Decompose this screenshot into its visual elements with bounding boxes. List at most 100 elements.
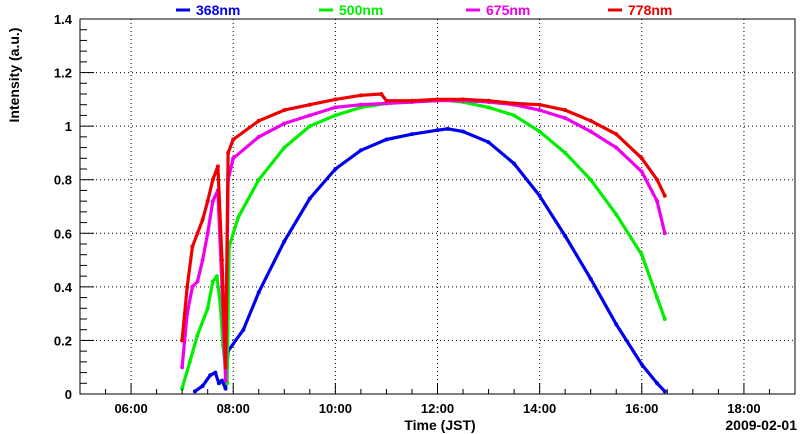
series-368nm xyxy=(192,126,667,394)
data-point-675nm-29 xyxy=(662,231,667,236)
data-point-368nm-22 xyxy=(563,233,568,238)
data-point-500nm-25 xyxy=(614,212,619,217)
data-point-778nm-25 xyxy=(563,108,568,113)
data-point-675nm-27 xyxy=(639,169,644,174)
data-point-778nm-23 xyxy=(512,101,517,106)
data-point-675nm-14 xyxy=(307,113,312,118)
data-point-778nm-0 xyxy=(180,338,185,343)
data-point-778nm-19 xyxy=(409,98,414,103)
data-point-500nm-13 xyxy=(307,124,312,129)
data-point-778nm-2 xyxy=(190,244,195,249)
data-point-675nm-28 xyxy=(655,199,660,204)
data-point-368nm-14 xyxy=(384,137,389,142)
data-point-368nm-0 xyxy=(192,389,197,394)
data-point-500nm-0 xyxy=(180,386,185,391)
x-axis-title: Time (JST) xyxy=(404,417,475,433)
data-point-675nm-4 xyxy=(200,258,205,263)
data-point-368nm-15 xyxy=(409,132,414,137)
data-point-500nm-21 xyxy=(512,113,517,118)
data-point-778nm-3 xyxy=(195,231,200,236)
data-point-778nm-10 xyxy=(226,150,231,155)
data-point-675nm-6 xyxy=(210,199,215,204)
data-point-778nm-7 xyxy=(215,164,220,169)
y-tick-label-6: 1.2 xyxy=(54,66,72,81)
data-point-778nm-16 xyxy=(358,93,363,98)
data-point-778nm-29 xyxy=(655,177,660,182)
data-point-778nm-18 xyxy=(384,98,389,103)
data-point-368nm-26 xyxy=(655,381,660,386)
series-778nm xyxy=(180,92,667,370)
data-point-368nm-13 xyxy=(358,148,363,153)
data-point-778nm-14 xyxy=(307,102,312,107)
tick-labels: 06:00 08:00 10:00 12:00 14:00 16:00 18:00 0 0.2 0… xyxy=(54,12,761,416)
y-tick-label-7: 1.4 xyxy=(54,12,73,27)
y-tick-label-5: 1 xyxy=(65,119,72,134)
data-point-368nm-17 xyxy=(445,126,450,131)
data-point-778nm-12 xyxy=(256,118,261,123)
y-tick-label-1: 0.2 xyxy=(54,333,72,348)
series-500nm xyxy=(180,97,667,391)
data-point-500nm-2 xyxy=(195,333,200,338)
data-point-368nm-6 xyxy=(223,386,228,391)
data-point-368nm-4 xyxy=(216,381,221,386)
data-point-675nm-15 xyxy=(333,105,338,110)
data-point-500nm-12 xyxy=(282,145,287,150)
x-tick-label-0: 06:00 xyxy=(114,401,147,416)
data-point-675nm-13 xyxy=(282,121,287,126)
data-point-675nm-24 xyxy=(563,116,568,121)
x-tick-label-2: 10:00 xyxy=(319,401,352,416)
data-point-368nm-20 xyxy=(512,161,517,166)
data-point-368nm-10 xyxy=(282,239,287,244)
data-point-675nm-3 xyxy=(195,279,200,284)
series-675nm xyxy=(180,98,667,383)
series-line-500nm xyxy=(180,97,667,391)
data-point-778nm-27 xyxy=(614,132,619,137)
x-tick-label-6: 18:00 xyxy=(727,401,760,416)
legend-label-675nm: 675nm xyxy=(486,2,530,18)
x-tick-label-4: 14:00 xyxy=(523,401,556,416)
data-point-778nm-28 xyxy=(639,156,644,161)
legend-label-778nm: 778nm xyxy=(628,2,672,18)
series-line-778nm xyxy=(180,92,667,369)
series-line-368nm xyxy=(193,127,667,393)
legend-label-500nm: 500nm xyxy=(339,2,383,18)
data-point-368nm-12 xyxy=(333,167,338,171)
data-point-778nm-8 xyxy=(219,258,224,263)
data-point-778nm-17 xyxy=(379,92,384,96)
y-tick-label-3: 0.6 xyxy=(54,226,72,241)
data-point-675nm-2 xyxy=(190,284,195,289)
data-point-778nm-30 xyxy=(662,193,667,198)
data-point-368nm-19 xyxy=(486,140,491,145)
date-label: 2009-02-01 xyxy=(725,417,797,433)
data-point-778nm-22 xyxy=(486,98,491,103)
y-tick-label-0: 0 xyxy=(65,387,72,402)
data-point-368nm-16 xyxy=(435,128,440,133)
x-tick-label-5: 16:00 xyxy=(625,401,658,416)
data-point-500nm-10 xyxy=(236,215,241,220)
data-point-500nm-11 xyxy=(256,177,261,182)
data-point-675nm-9 xyxy=(223,378,228,383)
y-tick-label-4: 0.8 xyxy=(54,173,72,188)
series-line-675nm xyxy=(180,99,667,383)
data-point-500nm-27 xyxy=(655,295,660,300)
data-point-368nm-5 xyxy=(219,378,224,383)
data-point-500nm-1 xyxy=(187,359,192,364)
data-point-778nm-5 xyxy=(205,199,210,204)
data-point-368nm-9 xyxy=(256,290,261,295)
data-point-778nm-11 xyxy=(231,137,236,142)
data-point-368nm-2 xyxy=(208,373,213,378)
axis-ticks xyxy=(79,18,796,395)
data-point-500nm-5 xyxy=(214,274,219,279)
data-point-778nm-15 xyxy=(333,97,338,102)
legend-label-368nm: 368nm xyxy=(196,2,240,18)
data-point-778nm-26 xyxy=(588,118,593,123)
data-point-675nm-11 xyxy=(231,156,236,161)
data-point-368nm-8 xyxy=(241,327,246,332)
data-point-500nm-26 xyxy=(639,252,644,257)
data-point-500nm-14 xyxy=(333,113,338,118)
data-point-675nm-23 xyxy=(537,108,542,113)
y-tick-label-2: 0.4 xyxy=(54,280,73,295)
data-point-500nm-28 xyxy=(662,317,667,321)
data-point-778nm-6 xyxy=(210,177,215,182)
